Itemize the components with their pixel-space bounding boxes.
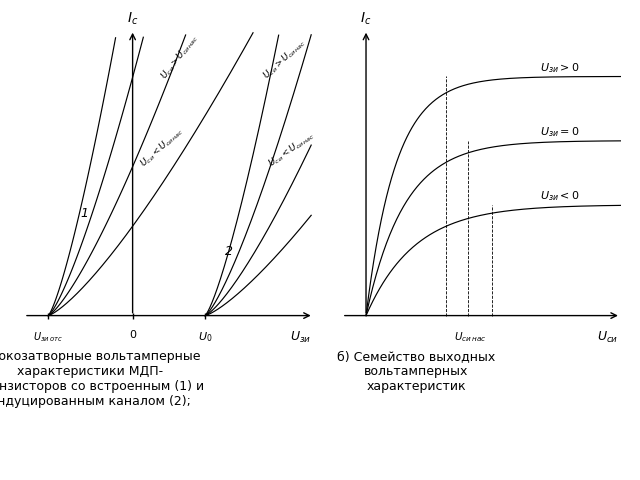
- Text: $U_{зи}$: $U_{зи}$: [290, 330, 311, 345]
- Text: $U_{зи}<0$: $U_{зи}<0$: [540, 189, 580, 203]
- Text: $U_{си}<U_{си\,нас}$: $U_{си}<U_{си\,нас}$: [266, 129, 317, 170]
- Text: б) Семейство выходных
вольтамперных
характеристик: б) Семейство выходных вольтамперных хара…: [337, 350, 495, 394]
- Text: $I_c$: $I_c$: [127, 11, 138, 27]
- Text: $U_{си}>U_{си\,нас}$: $U_{си}>U_{си\,нас}$: [260, 36, 308, 82]
- Text: $U_0$: $U_0$: [198, 330, 212, 344]
- Text: $U_{си\,нас}$: $U_{си\,нас}$: [454, 330, 487, 344]
- Text: 0: 0: [129, 330, 136, 340]
- Text: $U_{си}<U_{си\,нас}$: $U_{си}<U_{си\,нас}$: [138, 124, 186, 170]
- Text: $U_{зи\,отс}$: $U_{зи\,отс}$: [33, 330, 63, 344]
- Text: $U_{зи}=0$: $U_{зи}=0$: [540, 125, 580, 139]
- Text: $U_{зи}>0$: $U_{зи}>0$: [540, 61, 580, 74]
- Text: а)Токозатворные вольтамперные
характеристики МДП-
транзисторов со встроенным (1): а)Токозатворные вольтамперные характерис…: [0, 350, 204, 408]
- Text: 1: 1: [81, 207, 88, 220]
- Text: $U_{си}>U_{си\,нас}$: $U_{си}>U_{си\,нас}$: [158, 32, 201, 82]
- Text: $I_c$: $I_c$: [360, 11, 372, 27]
- Text: $U_{си}$: $U_{си}$: [596, 330, 618, 345]
- Text: 2: 2: [225, 245, 233, 258]
